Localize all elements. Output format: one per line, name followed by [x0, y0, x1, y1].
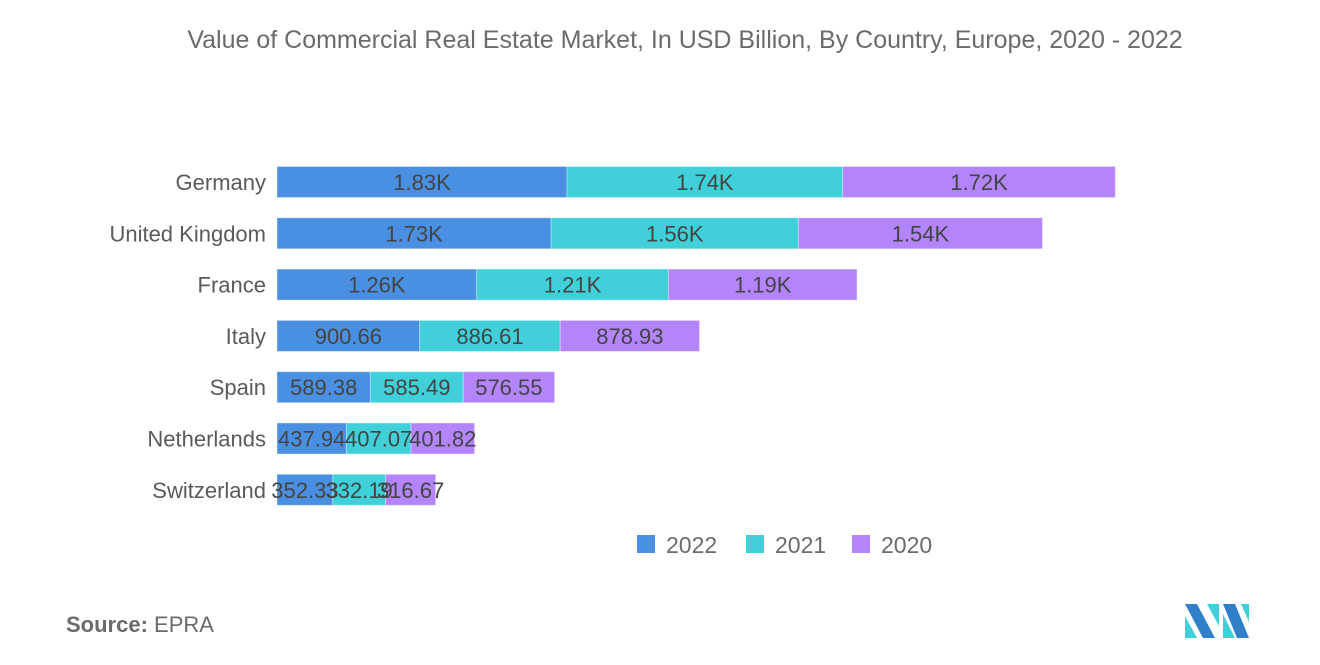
legend-label-2020[interactable]: 2020 — [881, 532, 932, 558]
bar-2022-spain[interactable] — [276, 371, 371, 404]
source-value: EPRA — [154, 612, 214, 637]
legend-label-2022[interactable]: 2022 — [666, 532, 717, 558]
data-label: 1.72K — [950, 170, 1008, 195]
bar-2022-netherlands[interactable] — [276, 422, 347, 455]
bar-2022-switzerland[interactable] — [276, 473, 334, 506]
bar-2021-switzerland[interactable] — [332, 473, 386, 506]
category-label: Spain — [210, 375, 266, 400]
data-label: 352.33 — [271, 478, 338, 503]
category-label: Switzerland — [152, 478, 266, 503]
category-label: Germany — [176, 170, 266, 195]
category-label: Netherlands — [147, 427, 266, 452]
bar-2021-italy[interactable] — [419, 319, 561, 352]
bar-2021-france[interactable] — [476, 268, 669, 301]
legend-swatch-2021 — [746, 535, 764, 553]
data-label: 886.61 — [456, 324, 523, 349]
legend-swatch-2020 — [852, 535, 870, 553]
bar-2021-netherlands[interactable] — [345, 422, 412, 455]
data-label: 1.54K — [892, 221, 950, 246]
data-label: 1.74K — [676, 170, 734, 195]
bar-2020-spain[interactable] — [462, 371, 556, 404]
category-label: United Kingdom — [109, 221, 266, 246]
data-label: 401.82 — [409, 427, 476, 452]
bar-2020-united-kingdom[interactable] — [797, 217, 1043, 250]
legend-swatch-2022 — [637, 535, 655, 553]
category-label: France — [198, 273, 266, 298]
bar-2021-germany[interactable] — [566, 166, 844, 198]
source-label: Source: — [66, 612, 148, 637]
bar-2022-italy[interactable] — [276, 319, 421, 352]
data-label: 1.73K — [385, 221, 443, 246]
data-label: 316.67 — [377, 478, 444, 503]
bar-2020-france[interactable] — [667, 268, 858, 301]
bar-2020-germany[interactable] — [842, 166, 1116, 198]
data-label: 1.19K — [734, 273, 792, 298]
category-label: Italy — [226, 324, 266, 349]
chart-title: Value of Commercial Real Estate Market, … — [187, 26, 1183, 54]
bar-2021-united-kingdom[interactable] — [550, 217, 799, 250]
data-label: 585.49 — [383, 375, 450, 400]
bar-2022-germany[interactable] — [276, 166, 568, 198]
bar-2021-spain[interactable] — [369, 371, 464, 404]
data-label: 1.21K — [544, 273, 602, 298]
legend-label-2021[interactable]: 2021 — [775, 532, 826, 558]
bar-2020-italy[interactable] — [559, 319, 701, 352]
data-label: 576.55 — [475, 375, 542, 400]
data-label: 437.94 — [278, 427, 345, 452]
data-label: 1.83K — [393, 170, 451, 195]
data-label: 407.07 — [345, 427, 412, 452]
data-label: 589.38 — [290, 375, 357, 400]
data-label: 332.19 — [326, 478, 393, 503]
data-label: 878.93 — [596, 324, 663, 349]
source-note: Source: EPRA — [66, 612, 214, 638]
data-label: 1.56K — [646, 221, 704, 246]
data-label: 1.26K — [348, 273, 406, 298]
bar-2020-switzerland[interactable] — [384, 473, 437, 506]
mordor-intelligence-logo-icon — [1185, 604, 1249, 638]
bar-2020-netherlands[interactable] — [410, 422, 476, 455]
data-label: 900.66 — [315, 324, 382, 349]
bar-2022-united-kingdom[interactable] — [276, 217, 552, 250]
